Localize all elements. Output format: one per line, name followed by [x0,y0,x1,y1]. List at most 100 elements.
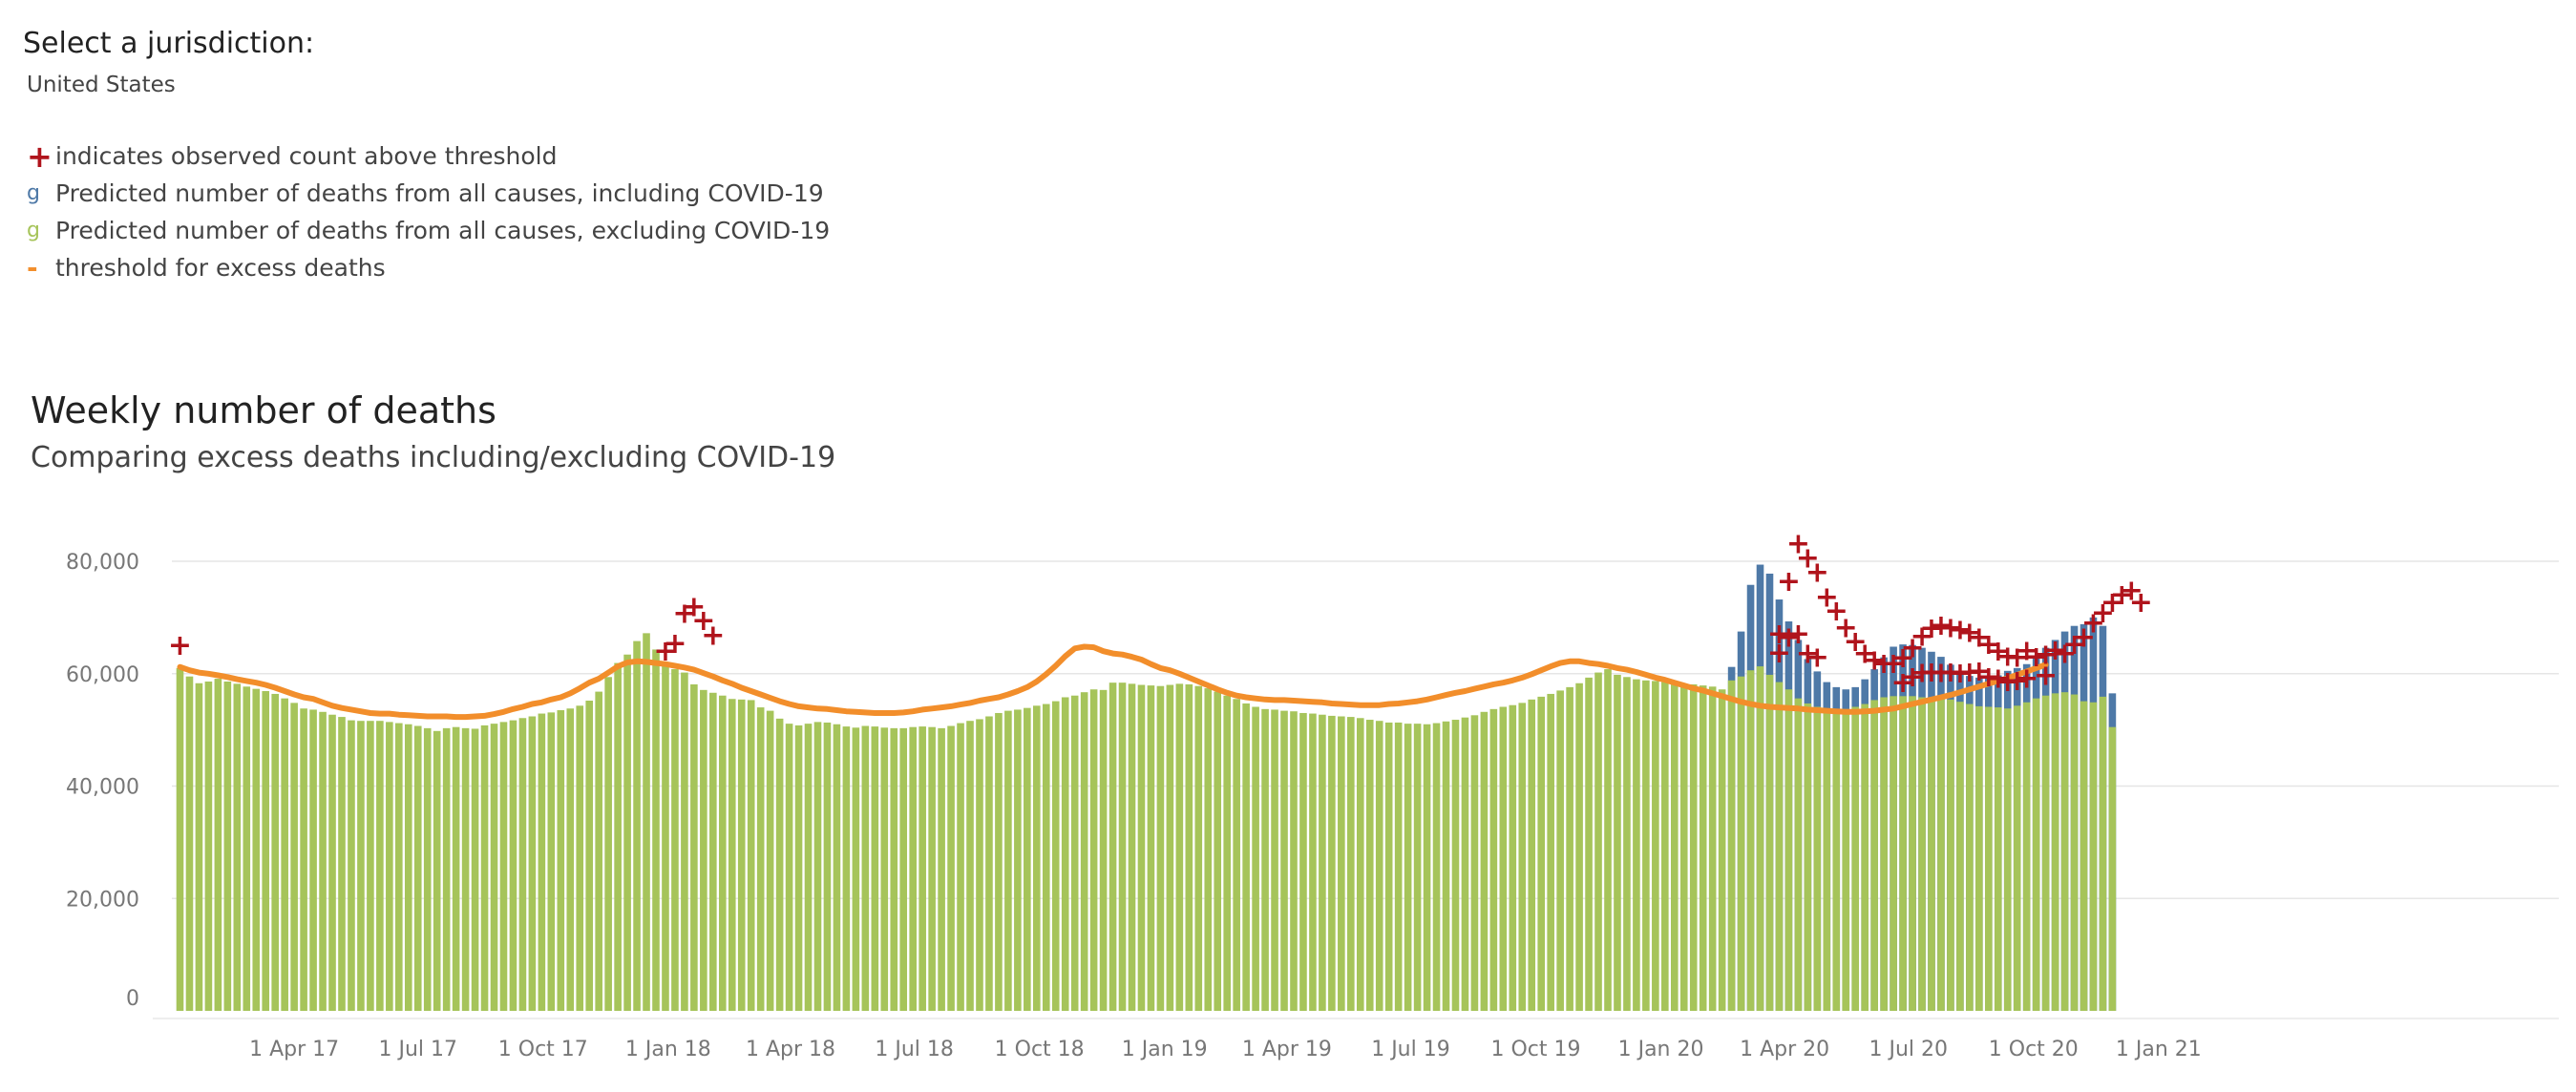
bar-excluding-covid [1214,691,1222,1011]
bar-excluding-covid [2051,693,2059,1011]
above-threshold-marker: + [682,591,706,624]
legend-label: threshold for excess deaths [55,254,386,282]
bar-excluding-covid [1994,707,2002,1011]
x-tick-label: 1 Oct 19 [1491,1038,1581,1061]
legend-item-including-covid: g Predicted number of deaths from all ca… [27,175,830,212]
bar-excluding-covid [2013,705,2021,1011]
bar-excluding-covid [1756,666,1764,1011]
bar-excluding-covid [1947,699,1954,1011]
bar-excluding-covid [899,727,908,1011]
bar-excluding-covid [547,712,556,1011]
above-threshold-marker: + [1786,618,1810,651]
above-threshold-marker: + [1948,614,1972,647]
above-threshold-marker: + [1919,656,1943,689]
bar-excluding-covid [1594,672,1602,1011]
bar-excluding-covid [2089,702,2098,1011]
bar-excluding-covid [1280,710,1288,1011]
bar-excluding-covid [386,722,393,1011]
bar-excluding-covid [1633,679,1640,1011]
bar-excluding-covid [1051,701,1060,1011]
dash-icon: - [27,252,38,284]
bar-excluding-covid [1575,682,1583,1011]
bar-excluding-covid [300,708,307,1011]
x-tick-label: 1 Apr 19 [1242,1038,1332,1061]
bar-excluding-covid [775,718,784,1011]
bar-excluding-covid [518,718,527,1011]
jurisdiction-select[interactable]: United States [27,73,176,97]
bar-excluding-covid [1461,717,1469,1011]
above-threshold-marker: + [672,598,696,631]
bar-excluding-covid [1024,707,1031,1011]
bar-excluding-covid [890,727,898,1011]
bar-excluding-covid [1784,689,1793,1011]
bar-excluding-covid [1890,696,1897,1011]
bar-excluding-covid [1328,715,1336,1011]
bar-excluding-covid [281,698,288,1011]
legend-item-threshold: - threshold for excess deaths [27,249,830,286]
y-tick-label: 0 [126,987,139,1011]
bar-excluding-covid [718,695,727,1011]
x-tick-label: 1 Jul 19 [1371,1038,1450,1061]
bar-excluding-covid [1832,710,1841,1011]
bar-excluding-covid [357,721,365,1011]
bar-excluding-covid [1089,689,1098,1011]
x-tick-label: 1 Oct 20 [1989,1038,2079,1061]
bar-excluding-covid [1319,714,1326,1011]
above-threshold-marker: + [2015,634,2038,667]
above-threshold-marker: + [1767,637,1791,670]
bar-excluding-covid [1556,690,1564,1011]
x-tick-label: 1 Jul 18 [875,1038,954,1061]
bar-excluding-covid [1652,681,1659,1011]
bar-excluding-covid [1804,703,1812,1011]
legend-item-excluding-covid: g Predicted number of deaths from all ca… [27,212,830,249]
bar-excluding-covid [1642,680,1650,1011]
above-threshold-marker: + [1948,657,1972,690]
bar-excluding-covid [947,725,955,1011]
bar-excluding-covid [1765,674,1774,1011]
x-tick-label: 1 Jul 17 [378,1038,457,1061]
x-tick-label: 1 Apr 17 [249,1038,339,1061]
bar-excluding-covid [2099,696,2107,1011]
bar-excluding-covid [338,717,346,1011]
bar-excluding-covid [233,683,242,1011]
x-tick-label: 1 Jan 20 [1618,1038,1704,1061]
bar-excluding-covid [909,726,917,1011]
above-threshold-marker: + [1929,609,1953,642]
above-threshold-marker: + [1786,528,1810,561]
bar-excluding-covid [643,633,650,1011]
above-threshold-marker: + [2005,664,2029,698]
bar-excluding-covid [1252,706,1259,1011]
bar-excluding-covid [995,712,1003,1011]
bar-excluding-covid [576,705,584,1011]
bar-excluding-covid [1175,683,1184,1011]
bar-excluding-covid [1233,699,1240,1011]
above-threshold-marker: + [2081,607,2105,640]
bar-excluding-covid [1099,689,1108,1011]
bar-excluding-covid [395,723,403,1011]
bar-excluding-covid [1442,721,1450,1011]
above-threshold-marker: + [1863,643,1887,677]
bar-excluding-covid [604,677,612,1011]
legend-label: indicates observed count above threshold [55,142,558,170]
above-threshold-marker: + [1976,628,2000,662]
bar-excluding-covid [557,710,565,1011]
bar-excluding-covid [1794,698,1803,1011]
bar-excluding-covid [528,716,537,1011]
bar-excluding-covid [1718,689,1726,1011]
above-threshold-marker: + [691,604,715,638]
bar-excluding-covid [2041,695,2050,1011]
bar-excluding-covid [348,720,355,1011]
bar-excluding-covid [1432,723,1441,1011]
bar-excluding-covid [1670,682,1679,1011]
bar-excluding-covid [833,724,841,1011]
bar-excluding-covid [976,719,983,1011]
bar-excluding-covid [1489,708,1498,1011]
legend-label: Predicted number of deaths from all caus… [55,217,831,244]
bar-excluding-covid [1204,688,1213,1011]
above-threshold-marker: + [1957,617,1981,650]
chart-title: Weekly number of deaths [31,389,496,431]
bar-excluding-covid [1604,669,1612,1011]
bar-excluding-covid [709,692,717,1011]
bar-excluding-covid [1966,704,1974,1011]
bar-excluding-covid [966,721,974,1011]
